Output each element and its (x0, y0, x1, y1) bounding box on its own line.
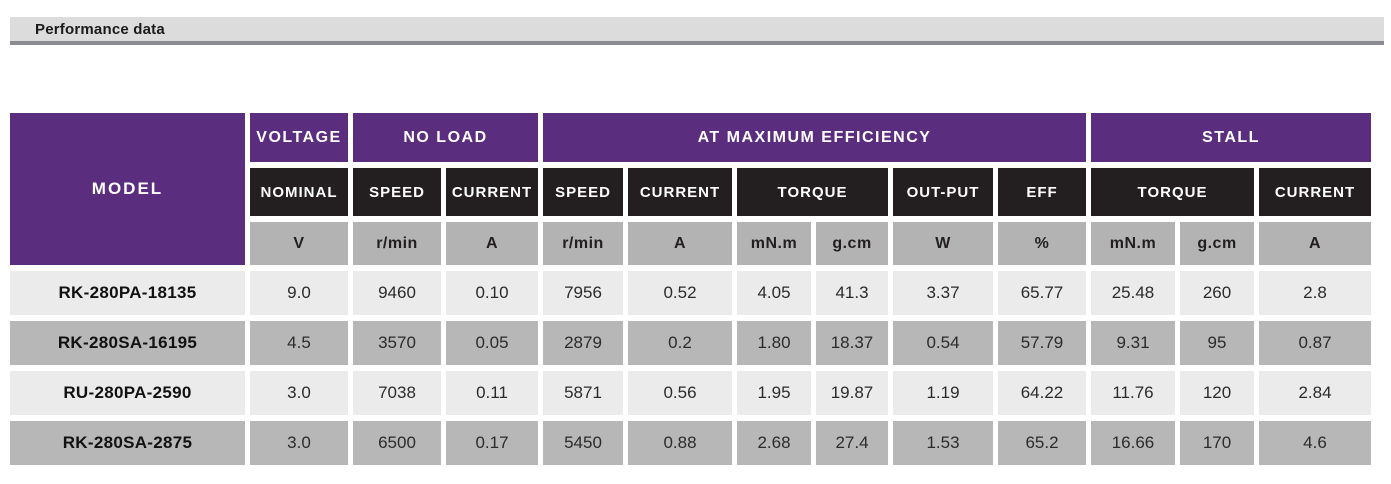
subheader-eff: EFF (998, 168, 1086, 216)
value-cell: 25.48 (1091, 271, 1175, 315)
model-cell: RK-280SA-2875 (10, 421, 245, 465)
unit-stall-current: A (1259, 222, 1371, 265)
value-cell: 4.05 (737, 271, 811, 315)
unit-maxeff-current: A (628, 222, 732, 265)
value-cell: 170 (1180, 421, 1254, 465)
value-cell: 16.66 (1091, 421, 1175, 465)
table-row: RK-280SA-2875 3.0 6500 0.17 5450 0.88 2.… (10, 421, 1371, 465)
header-group-stall: STALL (1091, 113, 1371, 162)
value-cell: 0.11 (446, 371, 538, 415)
subheader-noload-speed: SPEED (353, 168, 441, 216)
header-model: MODEL (10, 113, 245, 265)
value-cell: 2.84 (1259, 371, 1371, 415)
subheader-maxeff-speed: SPEED (543, 168, 623, 216)
unit-stall-torque-mnm: mN.m (1091, 222, 1175, 265)
section-title: Performance data (35, 20, 165, 38)
value-cell: 11.76 (1091, 371, 1175, 415)
table-row: RK-280PA-18135 9.0 9460 0.10 7956 0.52 4… (10, 271, 1371, 315)
value-cell: 19.87 (816, 371, 888, 415)
header-unit-row: V r/min A r/min A mN.m g.cm W % mN.m g.c… (10, 222, 1371, 265)
value-cell: 1.53 (893, 421, 993, 465)
value-cell: 4.5 (250, 321, 348, 365)
value-cell: 2.68 (737, 421, 811, 465)
table-row: RU-280PA-2590 3.0 7038 0.11 5871 0.56 1.… (10, 371, 1371, 415)
value-cell: 9.31 (1091, 321, 1175, 365)
value-cell: 65.2 (998, 421, 1086, 465)
value-cell: 41.3 (816, 271, 888, 315)
value-cell: 0.87 (1259, 321, 1371, 365)
value-cell: 120 (1180, 371, 1254, 415)
value-cell: 0.05 (446, 321, 538, 365)
value-cell: 1.95 (737, 371, 811, 415)
header-group-row: MODEL VOLTAGE NO LOAD AT MAXIMUM EFFICIE… (10, 113, 1371, 265)
value-cell: 1.80 (737, 321, 811, 365)
value-cell: 6500 (353, 421, 441, 465)
unit-stall-torque-gcm: g.cm (1180, 222, 1254, 265)
unit-voltage-v: V (250, 222, 348, 265)
model-cell: RU-280PA-2590 (10, 371, 245, 415)
subheader-output: OUT-PUT (893, 168, 993, 216)
value-cell: 0.17 (446, 421, 538, 465)
value-cell: 7956 (543, 271, 623, 315)
subheader-nominal: NOMINAL (250, 168, 348, 216)
value-cell: 9460 (353, 271, 441, 315)
value-cell: 0.52 (628, 271, 732, 315)
value-cell: 3.0 (250, 421, 348, 465)
subheader-maxeff-torque: TORQUE (737, 168, 888, 216)
header-sub-row: NOMINAL SPEED CURRENT SPEED CURRENT TORQ… (10, 168, 1371, 216)
value-cell: 18.37 (816, 321, 888, 365)
unit-maxeff-torque-mnm: mN.m (737, 222, 811, 265)
value-cell: 5450 (543, 421, 623, 465)
value-cell: 0.54 (893, 321, 993, 365)
value-cell: 65.77 (998, 271, 1086, 315)
value-cell: 0.2 (628, 321, 732, 365)
value-cell: 0.56 (628, 371, 732, 415)
unit-noload-current: A (446, 222, 538, 265)
value-cell: 3.37 (893, 271, 993, 315)
value-cell: 5871 (543, 371, 623, 415)
subheader-stall-current: CURRENT (1259, 168, 1371, 216)
section-title-bar: Performance data (10, 17, 1384, 45)
subheader-stall-torque: TORQUE (1091, 168, 1254, 216)
subheader-noload-current: CURRENT (446, 168, 538, 216)
header-group-at-maximum-efficiency: AT MAXIMUM EFFICIENCY (543, 113, 1086, 162)
value-cell: 9.0 (250, 271, 348, 315)
header-group-no-load: NO LOAD (353, 113, 538, 162)
value-cell: 0.10 (446, 271, 538, 315)
table-row: RK-280SA-16195 4.5 3570 0.05 2879 0.2 1.… (10, 321, 1371, 365)
header-group-voltage: VOLTAGE (250, 113, 348, 162)
value-cell: 3570 (353, 321, 441, 365)
unit-output-w: W (893, 222, 993, 265)
model-cell: RK-280PA-18135 (10, 271, 245, 315)
value-cell: 7038 (353, 371, 441, 415)
value-cell: 0.88 (628, 421, 732, 465)
value-cell: 1.19 (893, 371, 993, 415)
value-cell: 2879 (543, 321, 623, 365)
performance-data-table: MODEL VOLTAGE NO LOAD AT MAXIMUM EFFICIE… (5, 107, 1376, 471)
unit-noload-speed: r/min (353, 222, 441, 265)
unit-maxeff-torque-gcm: g.cm (816, 222, 888, 265)
value-cell: 260 (1180, 271, 1254, 315)
subheader-maxeff-current: CURRENT (628, 168, 732, 216)
value-cell: 2.8 (1259, 271, 1371, 315)
value-cell: 3.0 (250, 371, 348, 415)
value-cell: 27.4 (816, 421, 888, 465)
unit-maxeff-speed: r/min (543, 222, 623, 265)
value-cell: 64.22 (998, 371, 1086, 415)
value-cell: 57.79 (998, 321, 1086, 365)
unit-eff-percent: % (998, 222, 1086, 265)
model-cell: RK-280SA-16195 (10, 321, 245, 365)
value-cell: 95 (1180, 321, 1254, 365)
value-cell: 4.6 (1259, 421, 1371, 465)
